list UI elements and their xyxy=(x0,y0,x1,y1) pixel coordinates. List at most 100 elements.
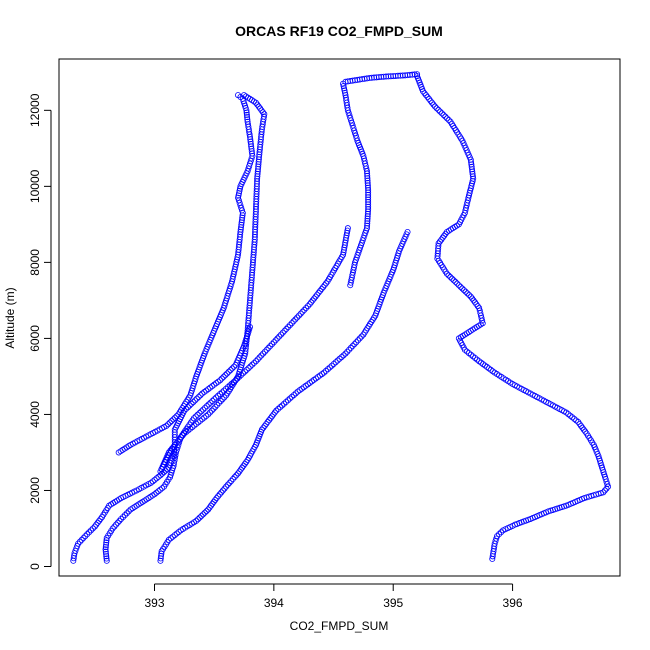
data-point xyxy=(170,416,177,423)
data-point xyxy=(462,288,469,295)
y-tick-label: 8000 xyxy=(28,249,42,276)
x-tick-label: 393 xyxy=(144,596,164,610)
data-point xyxy=(169,533,176,540)
data-point xyxy=(84,531,91,538)
data-point xyxy=(243,366,250,373)
data-point xyxy=(209,397,216,404)
data-point xyxy=(218,389,225,396)
data-point xyxy=(285,323,292,330)
data-point xyxy=(365,187,372,194)
data-point xyxy=(190,399,197,406)
data-point xyxy=(193,420,200,427)
plot-area xyxy=(70,71,612,564)
data-point xyxy=(326,364,333,371)
data-point xyxy=(288,320,295,327)
data-point xyxy=(605,483,612,490)
data-point xyxy=(394,72,401,79)
data-point xyxy=(227,367,234,374)
data-point xyxy=(102,544,109,551)
data-point xyxy=(171,414,178,421)
data-point xyxy=(467,351,474,358)
data-point xyxy=(579,424,586,431)
data-point xyxy=(330,360,337,367)
data-point xyxy=(203,508,210,515)
data-point xyxy=(261,422,268,429)
data-point xyxy=(103,557,110,564)
data-point xyxy=(87,527,94,534)
data-point xyxy=(364,215,371,222)
data-point xyxy=(153,475,160,482)
x-tick-label: 395 xyxy=(383,596,403,610)
data-point xyxy=(288,393,295,400)
data-point xyxy=(346,346,353,353)
data-point xyxy=(207,502,214,509)
data-point xyxy=(340,352,347,359)
data-point xyxy=(247,141,254,148)
data-point xyxy=(268,413,275,420)
data-point xyxy=(233,472,240,479)
data-point xyxy=(123,510,130,517)
data-point xyxy=(483,363,490,370)
data-point xyxy=(219,396,226,403)
data-point xyxy=(364,170,371,177)
data-point xyxy=(201,414,208,421)
data-point xyxy=(235,190,242,197)
data-point xyxy=(364,175,371,182)
data-point xyxy=(89,525,96,532)
data-point xyxy=(282,398,289,405)
data-point xyxy=(441,232,448,239)
data-point xyxy=(442,113,449,120)
data-point xyxy=(166,419,173,426)
data-point xyxy=(203,387,210,394)
data-point xyxy=(341,85,348,92)
data-point xyxy=(314,291,321,298)
data-point xyxy=(194,411,201,418)
data-point xyxy=(109,525,116,532)
y-tick-label: 0 xyxy=(28,563,42,570)
x-tick-label: 394 xyxy=(264,596,284,610)
data-point xyxy=(207,384,214,391)
data-point xyxy=(188,400,195,407)
data-point xyxy=(213,380,220,387)
data-point xyxy=(342,350,349,357)
data-point xyxy=(209,500,216,507)
data-point xyxy=(465,350,472,357)
data-point xyxy=(351,341,358,348)
data-point xyxy=(103,550,110,557)
data-point xyxy=(421,90,428,97)
data-point xyxy=(468,166,475,173)
data-point xyxy=(467,293,474,300)
data-point xyxy=(356,335,363,342)
data-point xyxy=(235,192,242,199)
data-point xyxy=(200,511,207,518)
data-point xyxy=(260,424,267,431)
y-tick-label: 2000 xyxy=(28,477,42,504)
data-point xyxy=(278,331,285,338)
data-point xyxy=(172,441,179,448)
data-point xyxy=(238,221,245,228)
data-point xyxy=(175,528,182,535)
data-point xyxy=(582,428,589,435)
data-point xyxy=(210,405,217,412)
data-point xyxy=(301,306,308,313)
data-point xyxy=(217,377,224,384)
data-point xyxy=(304,303,311,310)
y-tick-label: 10000 xyxy=(28,169,42,203)
data-point xyxy=(151,476,158,483)
data-point xyxy=(243,109,250,116)
data-point xyxy=(438,236,445,243)
data-point xyxy=(328,362,335,369)
data-point xyxy=(235,194,242,201)
data-point xyxy=(375,74,382,81)
data-point xyxy=(193,517,200,524)
data-point xyxy=(303,304,310,311)
data-point xyxy=(479,317,486,324)
data-point xyxy=(103,541,110,548)
data-point xyxy=(165,421,172,428)
data-point xyxy=(318,285,325,292)
data-point xyxy=(485,365,492,372)
data-point xyxy=(223,483,230,490)
data-point xyxy=(279,402,286,409)
